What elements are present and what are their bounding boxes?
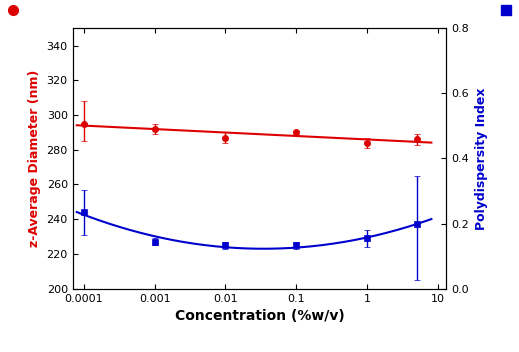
Y-axis label: Polydispersity Index: Polydispersity Index bbox=[474, 87, 487, 230]
Y-axis label: z-Average Diameter (nm): z-Average Diameter (nm) bbox=[28, 70, 41, 247]
X-axis label: Concentration (%w/v): Concentration (%w/v) bbox=[174, 309, 345, 323]
